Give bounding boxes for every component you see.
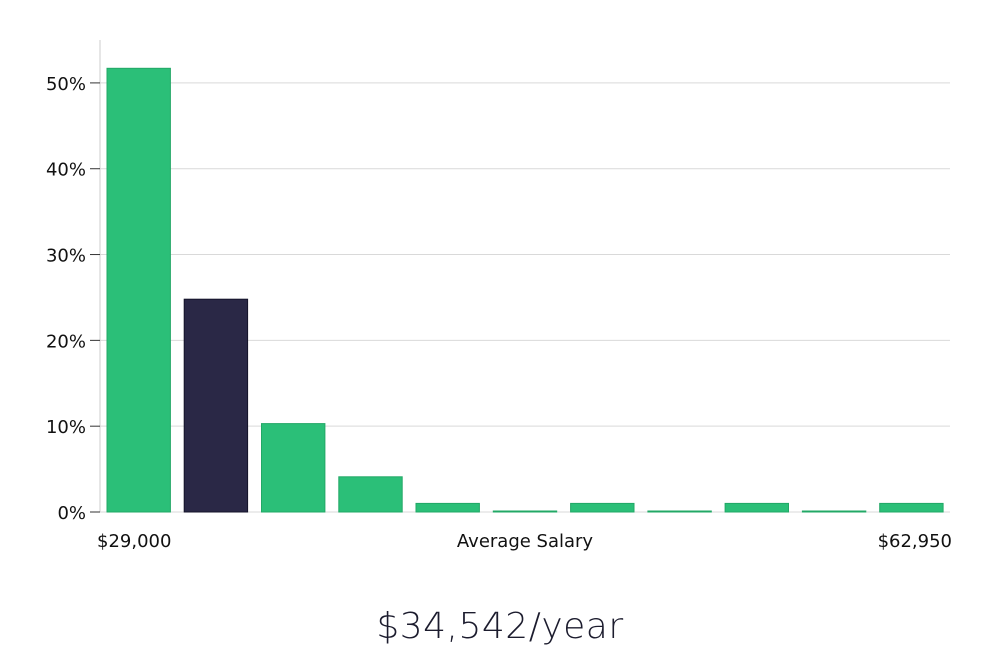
bar (261, 423, 326, 513)
y-axis-ticks: 0% 10% 20% 30% 40% 50% (46, 74, 86, 524)
y-tick-label: 40% (46, 160, 86, 181)
bar (724, 502, 789, 513)
bar (106, 67, 171, 513)
y-tick-label: 50% (46, 74, 86, 95)
bar (801, 510, 867, 513)
bar (879, 502, 944, 513)
y-tick-label: 0% (57, 503, 86, 524)
x-axis-label: Average Salary (457, 531, 594, 552)
x-max-label: $62,950 (878, 531, 952, 552)
salary-histogram-chart: 0% 10% 20% 30% 40% 50% $29,000 Average Salary… (46, 40, 952, 552)
y-tick-label: 20% (46, 331, 86, 352)
bars (106, 67, 944, 513)
y-tick-label: 30% (46, 246, 86, 267)
bar (415, 502, 480, 513)
average-salary-value: $34,542/year (376, 606, 624, 647)
x-min-label: $29,000 (97, 531, 171, 552)
y-tick-label: 10% (46, 417, 86, 438)
bar (338, 476, 403, 513)
bar (492, 510, 558, 513)
bar (570, 502, 635, 513)
bar-highlighted (183, 298, 249, 513)
bar (647, 510, 712, 513)
